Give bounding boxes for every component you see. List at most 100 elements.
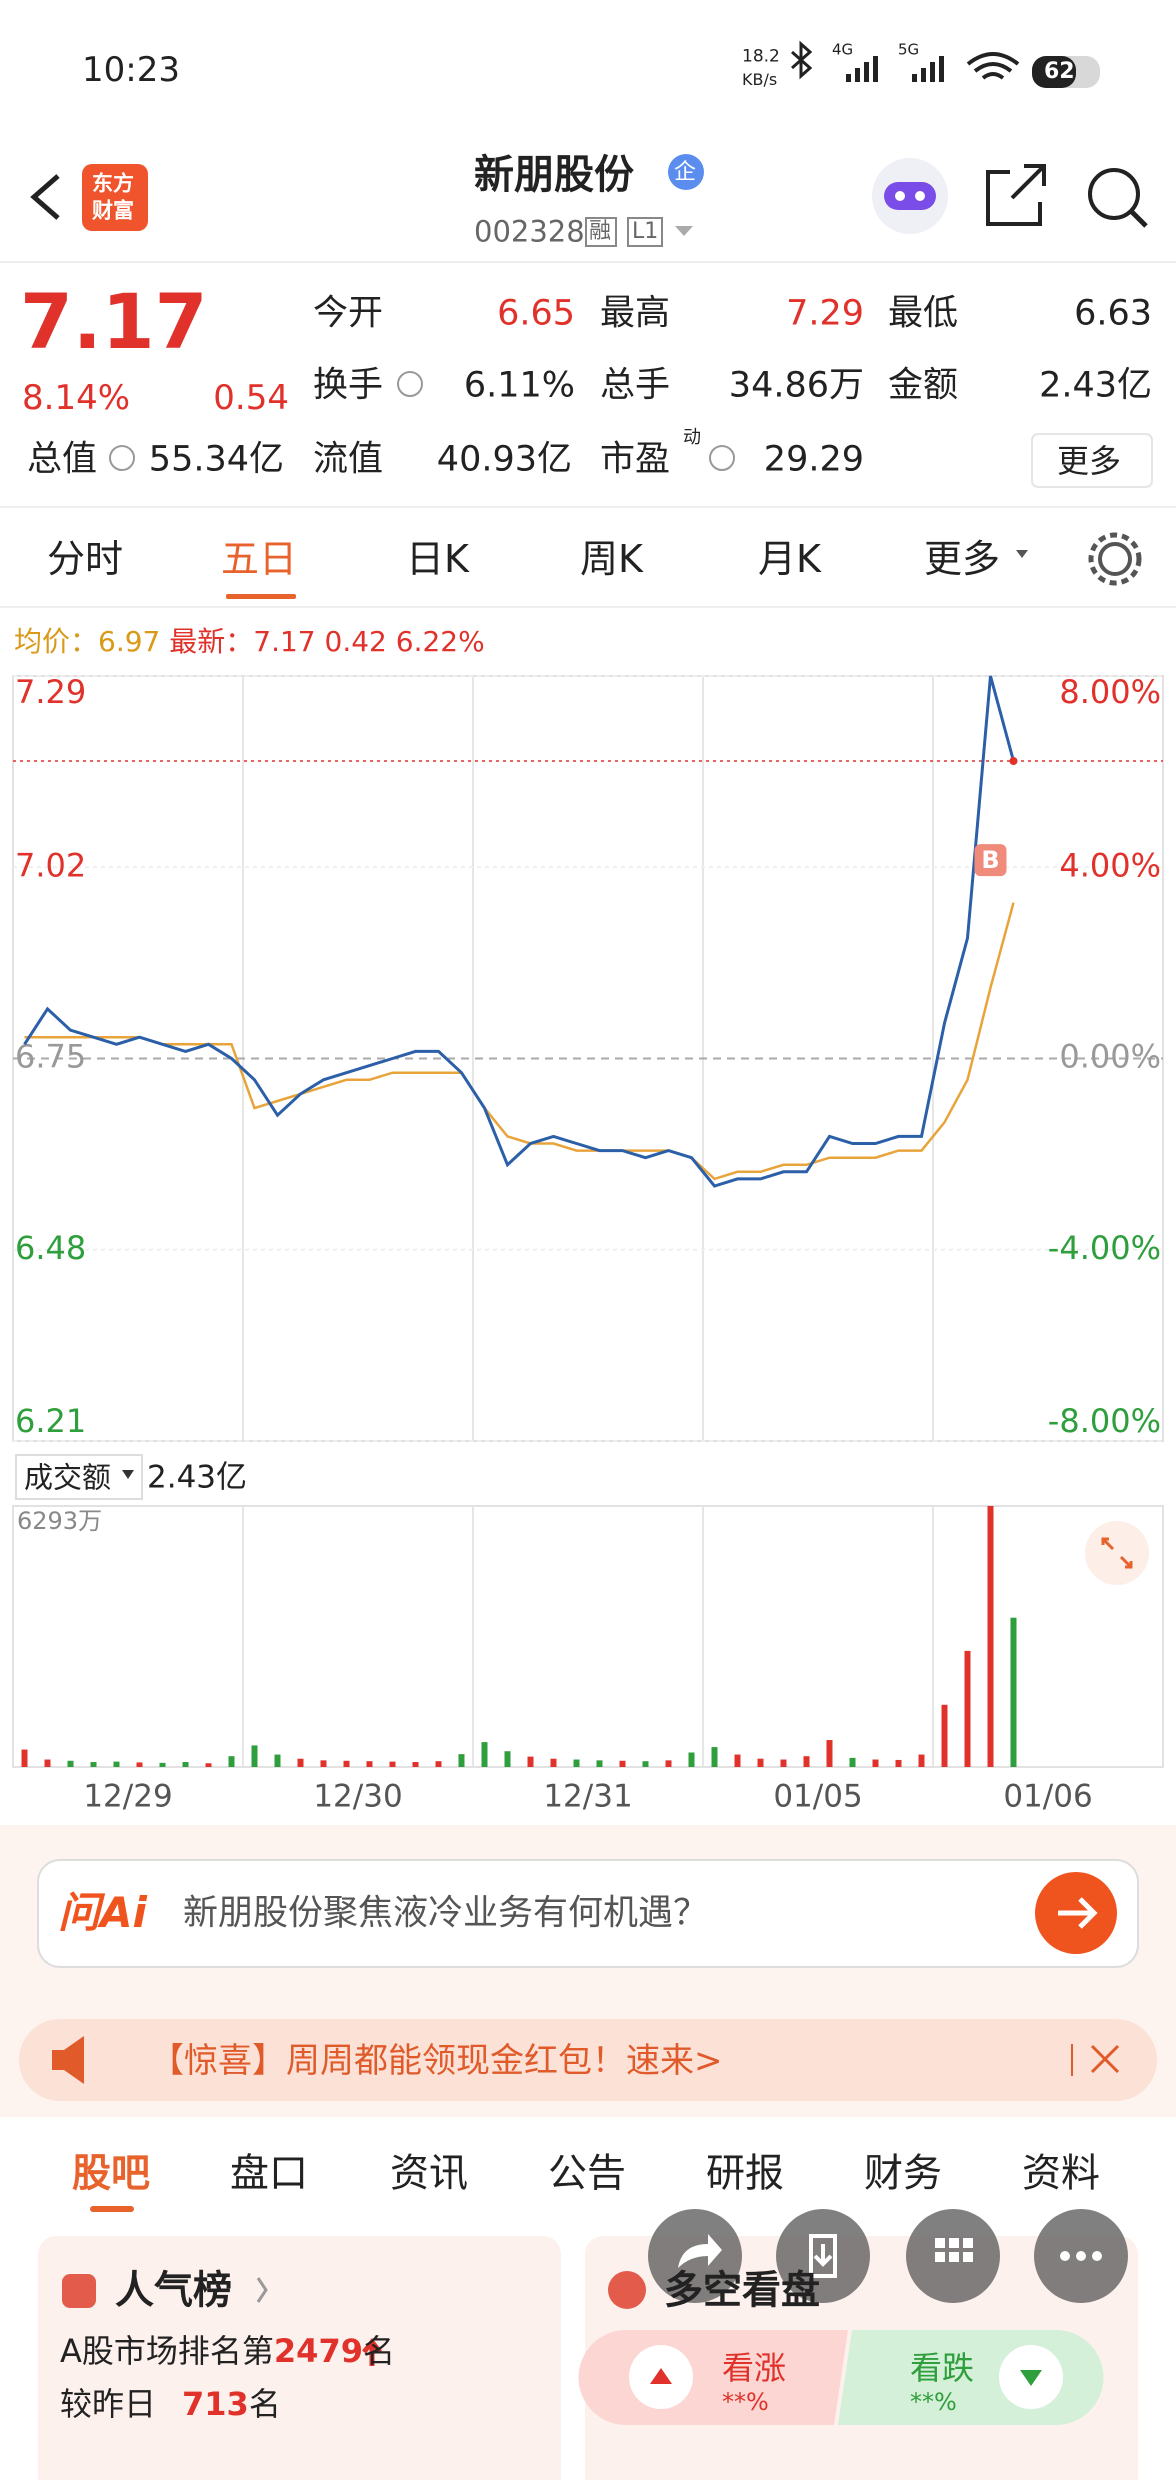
tab-active[interactable]: 五日 <box>221 537 298 581</box>
trade-marker <box>974 844 1007 877</box>
avg-value: 6.97 <box>98 625 161 658</box>
net-unit: KB/s <box>742 70 778 89</box>
latest-dot <box>1009 757 1018 765</box>
tab-underline <box>90 2206 134 2212</box>
section-tab-active[interactable]: 股吧 <box>72 2151 151 2197</box>
rank-icon <box>62 2274 96 2308</box>
volume-label[interactable]: 成交额 <box>24 1460 112 1495</box>
section-tab[interactable]: 财务 <box>864 2151 943 2197</box>
more-button[interactable] <box>1031 433 1153 488</box>
info-icon[interactable] <box>109 371 735 471</box>
volume-bar <box>596 1760 603 1767</box>
dropdown-icon[interactable] <box>675 226 693 236</box>
text: 名 <box>362 2332 395 2370</box>
volume-bar <box>849 1757 856 1767</box>
field-label: 金额 <box>888 365 959 406</box>
volume-selector[interactable] <box>15 1454 143 1500</box>
signal-label: 4G <box>832 40 854 59</box>
bull-pill[interactable] <box>578 2330 849 2425</box>
banner-text[interactable]: 【惊喜】周周都能领现金红包！速来> <box>150 2041 723 2081</box>
volume-bar <box>136 1762 143 1767</box>
tab[interactable]: 日K <box>406 537 469 581</box>
y-tick-label: 6.75 <box>15 1038 86 1076</box>
text: A股市场排名第 <box>60 2332 274 2370</box>
share-icon[interactable] <box>986 164 1046 226</box>
field-value: 6.65 <box>497 293 575 334</box>
y2-tick-label: 4.00% <box>1059 846 1161 884</box>
ai-box[interactable] <box>37 1859 1139 1968</box>
field-label: 总手 <box>600 365 671 406</box>
field-value: 40.93亿 <box>436 439 572 480</box>
badge-text: 企 <box>674 160 697 185</box>
latest-change: 0.42 <box>324 625 387 658</box>
logo-text: 东方 <box>92 171 134 196</box>
section-tab[interactable]: 资讯 <box>390 2151 469 2197</box>
volume-bar <box>182 1762 189 1767</box>
y2-tick-label: 0.00% <box>1059 1038 1161 1076</box>
volume-bar <box>274 1754 281 1767</box>
volume-bar <box>21 1749 28 1767</box>
latest-change-pct: 6.22% <box>395 625 485 658</box>
wifi-icon <box>966 52 1020 80</box>
tab[interactable]: 分时 <box>47 537 124 581</box>
rank-card[interactable] <box>38 2236 561 2480</box>
section-tab[interactable]: 资料 <box>1022 2151 1101 2197</box>
volume-bar <box>803 1756 810 1767</box>
volume-bar <box>44 1759 51 1767</box>
change: 0.54 <box>213 378 289 418</box>
close-icon[interactable] <box>1090 2044 1120 2074</box>
section-tab[interactable]: 盘口 <box>230 2151 309 2197</box>
tag-box <box>585 217 617 247</box>
text: 名 <box>248 2385 281 2423</box>
volume-bar <box>964 1650 971 1767</box>
avg-label: 均价： <box>14 625 99 658</box>
volume-bar <box>366 1761 373 1767</box>
promo-banner[interactable] <box>19 2019 1157 2101</box>
volume-bar <box>90 1762 97 1767</box>
volume-bar <box>987 1506 994 1767</box>
section-tab[interactable]: 研报 <box>706 2151 785 2197</box>
y-tick-label: 6.21 <box>15 1402 86 1440</box>
volume-bar <box>872 1759 879 1767</box>
ai-prompt[interactable]: 新朋股份聚焦液冷业务有何机遇？ <box>183 1893 709 1934</box>
rank-change: 713 <box>182 2385 249 2423</box>
app-logo <box>82 164 148 231</box>
back-icon[interactable] <box>30 174 60 220</box>
tag: L1 <box>632 219 659 244</box>
volume-bar <box>458 1754 465 1767</box>
volume-bar <box>297 1758 304 1767</box>
floating-buttons[interactable] <box>648 2209 1128 2303</box>
volume-bar <box>228 1756 235 1767</box>
volume-bar <box>941 1704 948 1767</box>
tag: 融 <box>589 219 612 244</box>
dropdown-icon[interactable] <box>1016 550 1028 558</box>
text: 较昨日 <box>60 2385 157 2423</box>
volume-bar <box>251 1745 258 1767</box>
rank-value: 2479 <box>273 2332 363 2370</box>
search-icon[interactable] <box>1088 168 1140 220</box>
bull-value: **% <box>722 2388 769 2416</box>
field-label: 市盈 <box>600 439 671 480</box>
average-line <box>24 902 1015 1181</box>
net-speed: 18.2 <box>742 46 780 67</box>
volume-bar <box>826 1740 833 1767</box>
field-label: 今开 <box>313 293 384 334</box>
field-label: 换手 <box>313 365 384 406</box>
field-value: 2.43亿 <box>1039 365 1152 406</box>
x-tick-label: 01/06 <box>1003 1779 1092 1815</box>
last-price: 7.17 <box>20 277 208 366</box>
y2-tick-label: 8.00% <box>1059 673 1161 711</box>
section-tab[interactable]: 公告 <box>548 2151 627 2197</box>
volume-bar <box>159 1762 166 1767</box>
tab[interactable]: 周K <box>580 537 643 581</box>
trade-marker-label: B <box>981 846 999 874</box>
settings-icon[interactable] <box>1098 542 1132 576</box>
tab[interactable]: 月K <box>758 537 821 581</box>
expand-button[interactable] <box>1085 1521 1149 1585</box>
avatar-face <box>884 182 936 210</box>
tab[interactable]: 更多 <box>924 537 1001 581</box>
more-label[interactable]: 更多 <box>1057 442 1122 480</box>
y2-tick-label: -8.00% <box>1048 1402 1161 1440</box>
volume-bar <box>527 1756 534 1767</box>
